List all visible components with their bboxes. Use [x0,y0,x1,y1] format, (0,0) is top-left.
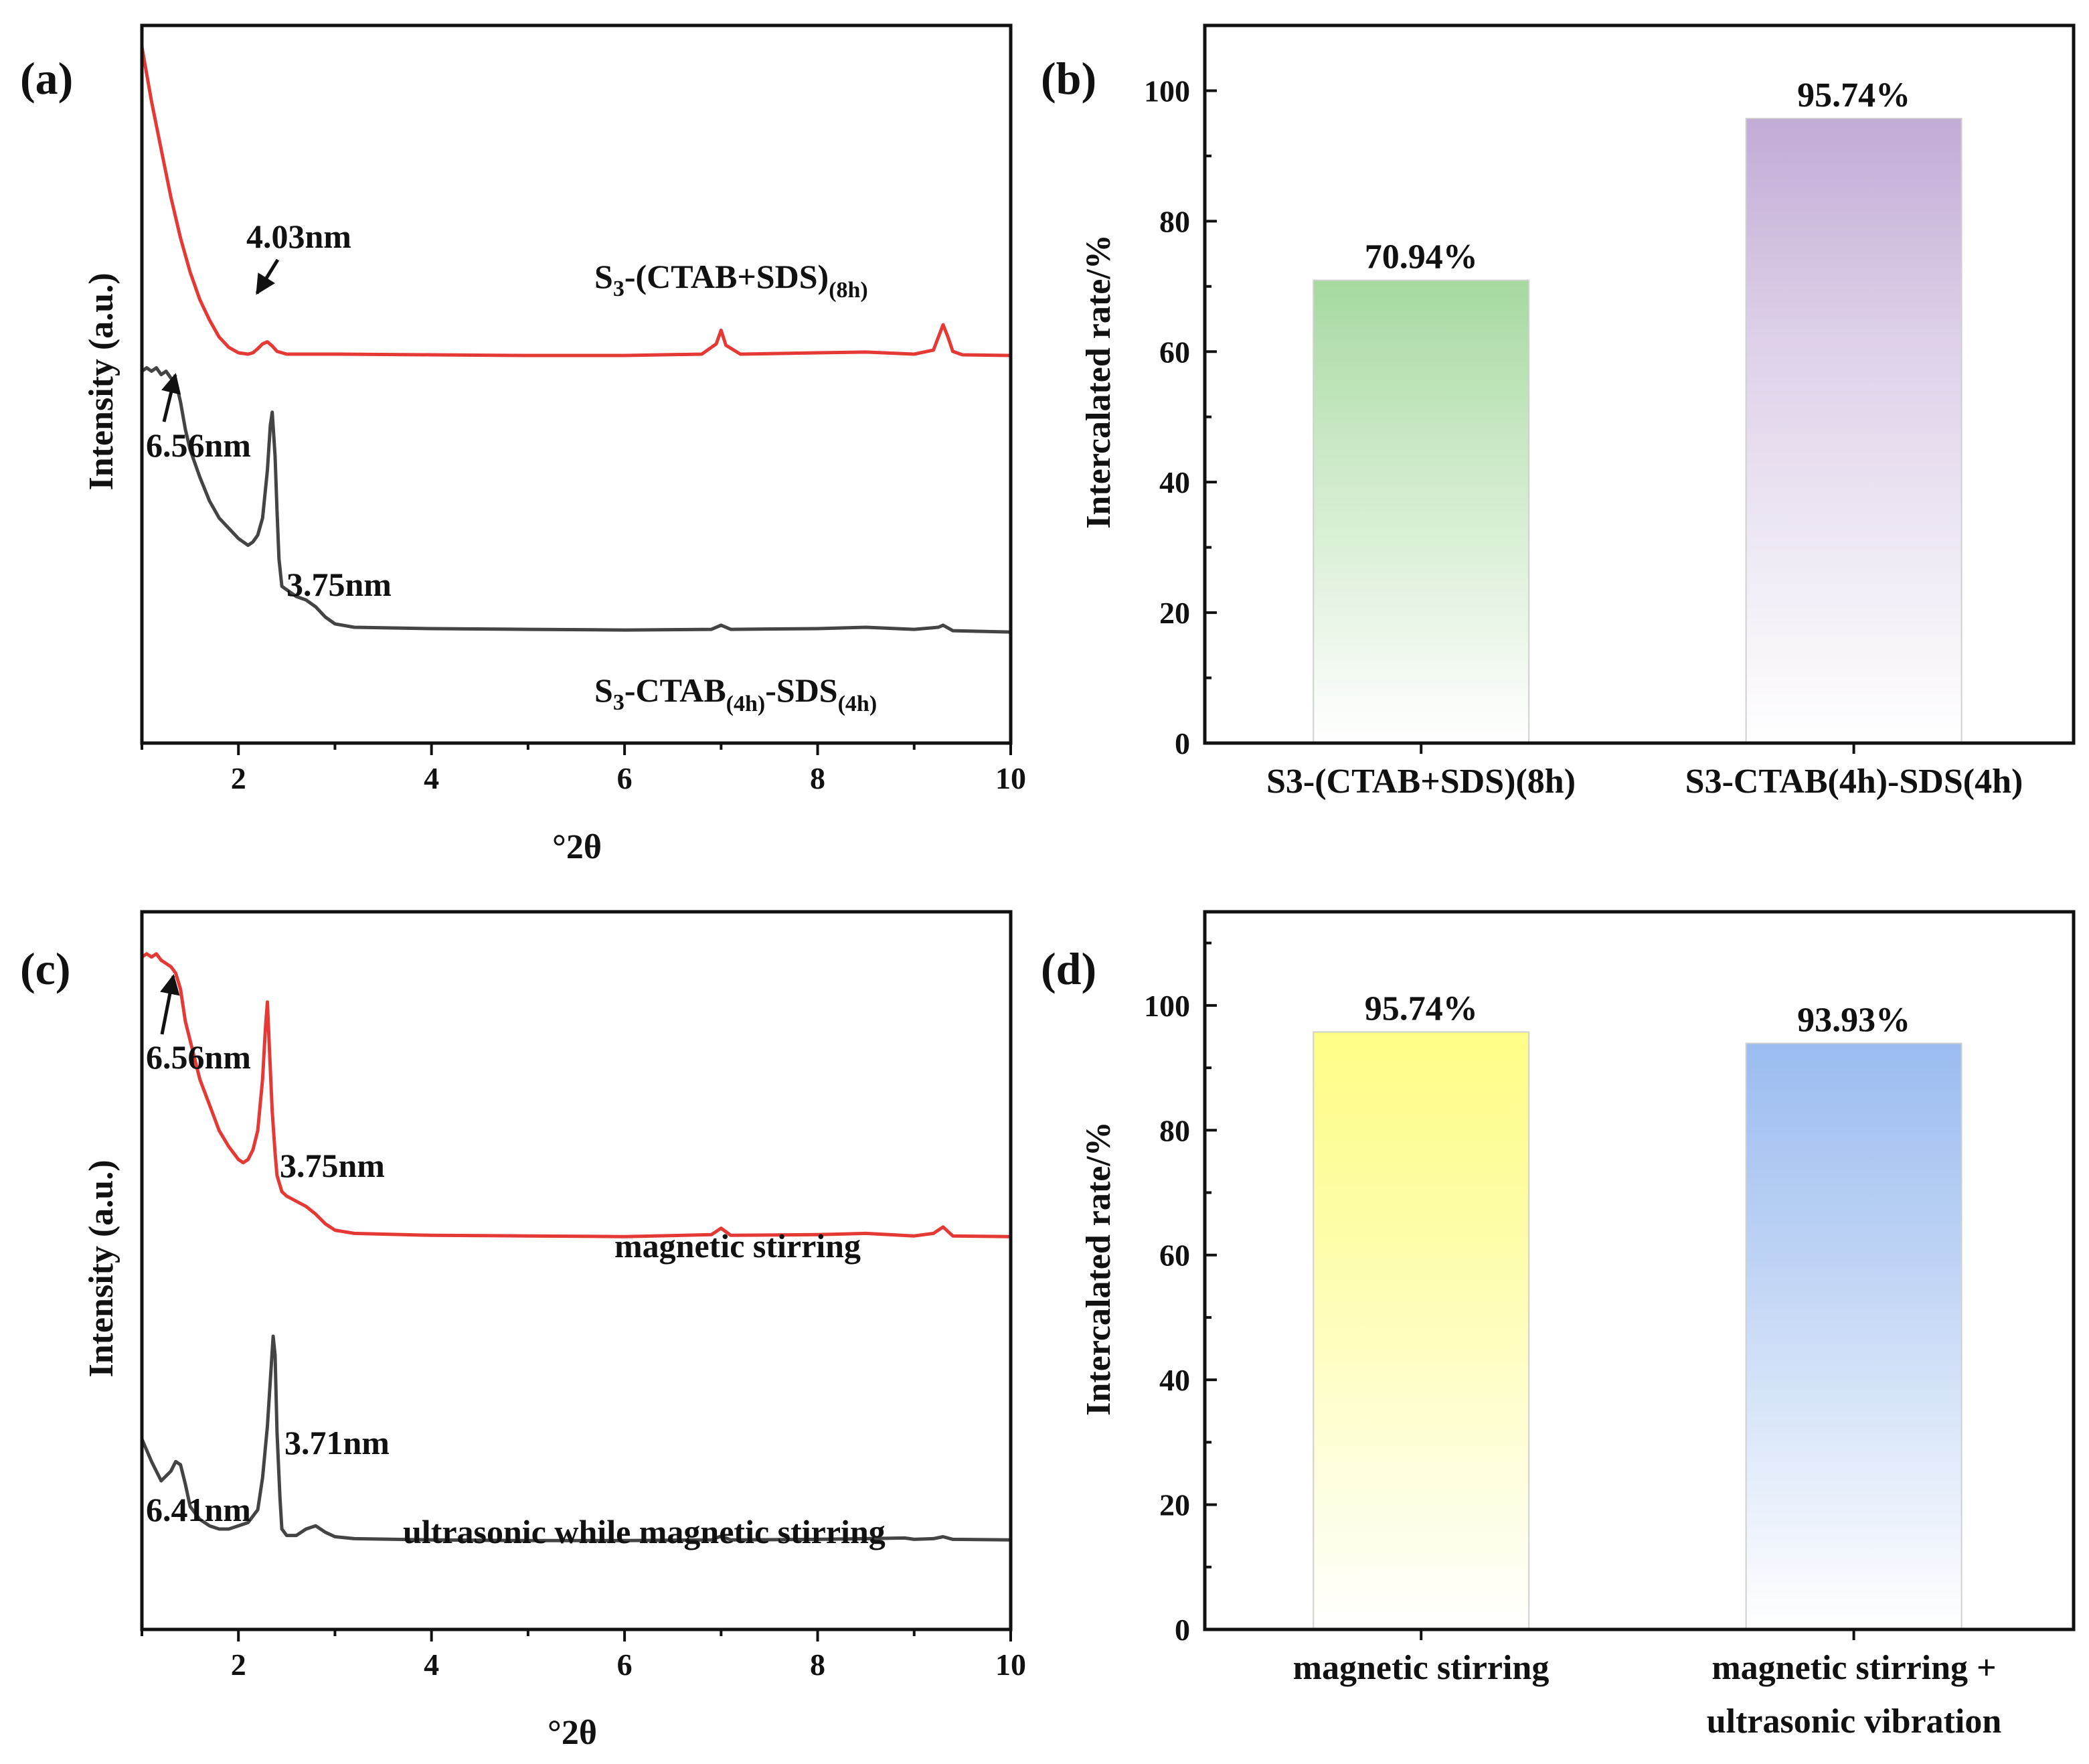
panel-c-series-group [140,952,1011,1542]
panel-c-frame [140,910,1013,1631]
panel-a-curve-label-bottom-sub2: (4h) [726,692,766,716]
panel-c-curve-label-top: magnetic stirring [614,1227,861,1265]
panel-a-series-line-0 [140,46,1011,357]
panel-d-bar-value-label: 93.93% [1797,1001,1910,1039]
panel-b-bar [1313,279,1530,744]
panel-b-bars: 70.94% 95.74% [1313,76,1962,744]
panel-a-x-tick-label: 10 [995,761,1026,795]
panel-b-y-tick-label: 40 [1159,465,1190,499]
panel-d-y-tick-label: 100 [1144,989,1190,1023]
panel-d-bars: 95.74% 93.93% [1313,990,1962,1631]
panel-d-y-tick-label: 80 [1159,1113,1190,1147]
panel-a-ylabel: Intensity (a.u.) [82,272,120,490]
panel-b-frame [1203,23,2076,745]
panel-b-category-label: S3-CTAB(4h)-SDS(4h) [1685,763,2023,801]
panel-b-y-tick-label: 0 [1175,726,1190,760]
panel-b-y-tick-label: 20 [1159,596,1190,630]
panel-a-curve-label-bottom-main: -CTAB [624,671,726,709]
panel-d-y-tick-label: 60 [1159,1238,1190,1273]
panel-c-ylabel: Intensity (a.u.) [82,1159,120,1377]
panel-a-x-axis: 2 4 6 8 10 [141,743,1026,795]
panel-a-curve-label-top-main: -(CTAB+SDS) [624,258,829,295]
panel-d-bar [1745,1042,1962,1630]
panel-a-frame [140,23,1013,745]
panel-a-curve-label-top-sub2: (8h) [829,278,868,303]
panel-d-ylabel: Intercalated rate/% [1080,1121,1118,1415]
panel-a-curve-label-bottom-s: S [594,671,613,709]
panel-a-x-tick-label: 6 [617,761,633,795]
panel-a-annotation-3-75nm: 3.75nm [286,566,392,603]
panel-c-x-tick-label: 8 [810,1648,825,1682]
panel-a-curve-label-bottom-main2: -SDS [765,671,837,709]
panel-c-x-axis: 2 4 6 8 10 [141,1629,1026,1682]
panel-a-series-line-1 [141,366,1011,634]
panel-a-xlabel: °2θ [552,828,602,866]
panel-a-x-tick-label: 8 [810,761,825,795]
panel-a: (a) Intensity (a.u.) °2θ 2 4 6 8 10 S3-(CTAB… [20,23,1026,866]
panel-c-x-tick-label: 6 [617,1648,633,1682]
panel-c-curve-label-bottom: ultrasonic while magnetic stirring [403,1513,886,1550]
panel-a-curve-label-bottom-sub1: 3 [613,690,624,715]
panel-a-curve-label-bottom: S3-CTAB(4h)-SDS(4h) [594,671,877,716]
panel-d-label: (d) [1041,943,1096,994]
panel-c-arrow-6-56nm [160,974,180,1035]
panel-c-series-line-0 [141,952,1011,1238]
panel-a-curve-label-top-s: S [594,258,613,295]
panel-b-bar-value-label: 95.74% [1797,76,1910,114]
panel-d-y-tick-label: 40 [1159,1363,1190,1397]
panel-a-annotation-4-03nm: 4.03nm [246,218,351,255]
panel-a-label: (a) [20,53,73,104]
panel-d-category-label: magnetic stirring + [1711,1649,1996,1687]
panel-b-y-tick-label: 100 [1144,74,1190,108]
panel-c: (c) Intensity (a.u.) °2θ 2 4 6 8 10 magnetic… [20,910,1026,1752]
panel-d-y-tick-label: 0 [1175,1613,1190,1647]
panel-b-bar-value-label: 70.94% [1365,238,1478,276]
panel-c-x-tick-label: 10 [995,1648,1026,1682]
panel-b-category-label: S3-(CTAB+SDS)(8h) [1266,763,1576,801]
panel-d-bar-value-label: 95.74% [1365,990,1478,1028]
panel-a-series-group [140,46,1011,634]
panel-a-curve-label-top: S3-(CTAB+SDS)(8h) [594,258,868,303]
panel-a-curve-label-bottom-sub3: (4h) [838,692,878,716]
panel-c-annotation-6-41nm: 6.41nm [146,1491,251,1528]
panel-b-y-tick-label: 80 [1159,204,1190,238]
panel-d-y-tick-label: 20 [1159,1488,1190,1522]
panel-a-arrow-4-03nm [255,258,280,295]
panel-b-bar [1745,117,1962,744]
panel-c-annotation-6-56nm: 6.56nm [146,1038,251,1076]
panel-a-x-tick-label: 4 [424,761,439,795]
panel-c-x-tick-label: 4 [424,1648,439,1682]
panel-c-x-tick-label: 2 [231,1648,246,1682]
panel-d-bar [1313,1031,1530,1631]
panel-d-category-label: magnetic stirring [1293,1649,1550,1687]
panel-b-y-tick-label: 60 [1159,335,1190,369]
panel-a-arrow-6-56nm [161,373,181,422]
panel-b-y-axis: 0 20 40 60 80 100 [1144,24,1855,760]
panel-d-frame [1203,910,2076,1631]
panel-a-annotation-6-56nm: 6.56nm [146,426,251,464]
panel-a-x-tick-label: 2 [231,761,246,795]
panel-b: (b) Intercalated rate/% 70.94% 95.74% 0 20… [1041,23,2076,801]
panel-c-xlabel: °2θ [548,1714,597,1752]
panel-b-label: (b) [1041,53,1096,104]
panel-c-annotation-3-71nm: 3.71nm [284,1424,390,1461]
panel-b-ylabel: Intercalated rate/% [1080,234,1118,528]
panel-d: (d) Intercalated rate/% 95.74% 93.93% 0 20… [1041,910,2076,1741]
panel-c-series-line-1 [140,1334,1011,1542]
panel-a-curve-label-top-sub1: 3 [613,276,624,301]
panel-d-category-label: ultrasonic vibration [1707,1702,2002,1741]
panel-c-annotation-3-75nm: 3.75nm [280,1147,385,1184]
panel-c-label: (c) [20,943,70,994]
panel-d-y-axis: 0 20 40 60 80 100 [1144,941,1855,1647]
